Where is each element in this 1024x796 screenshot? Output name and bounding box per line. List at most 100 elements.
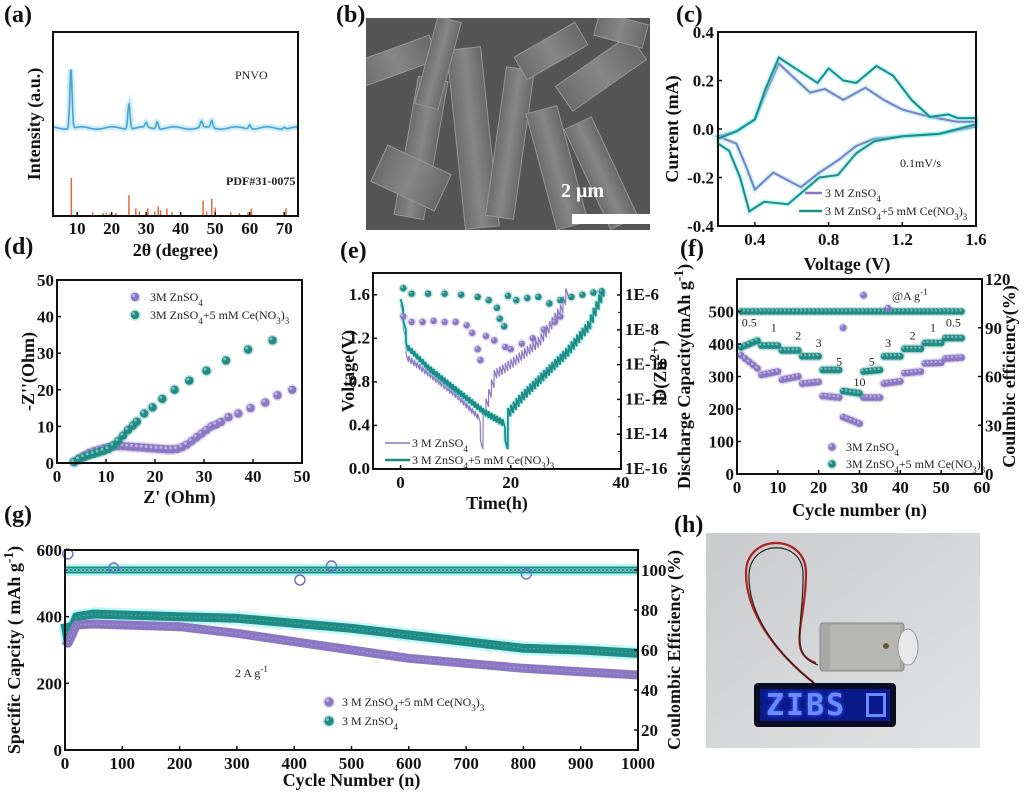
diffusion-point: [507, 346, 514, 353]
legend-label: 3 M ZnSO4: [342, 714, 398, 732]
data-point: [158, 394, 167, 404]
ce-outlier: [294, 574, 306, 586]
x-axis-label: Voltage (V): [804, 254, 891, 275]
chart-gitt: 0 20 40 0.0 0.4 0.8 1.2 1.6 1E-6 1E-8 1E-10 1E-12 1E…: [338, 272, 671, 514]
capacity-point: [937, 359, 945, 367]
diffusion-point: [502, 343, 509, 351]
data-point: [148, 403, 157, 412]
data-point: [221, 356, 231, 365]
ce-point: [958, 308, 965, 315]
x-tick-label: 500: [339, 754, 365, 773]
data-point: [202, 366, 211, 375]
diffusion-point: [557, 313, 564, 320]
rate-label: 0.5: [946, 315, 961, 329]
diffusion-point: [551, 318, 559, 326]
annotation-current: 2 A g-1: [235, 664, 268, 680]
data-point: [185, 376, 194, 385]
rate-label: 2: [795, 328, 801, 342]
y-tick-label: 40: [37, 308, 54, 327]
y-tick-label: -0.2: [687, 169, 714, 188]
y2-tick-label: 30: [985, 416, 1002, 435]
capacity-point: [958, 334, 965, 342]
x-tick-label: 40: [245, 467, 262, 486]
panel-label-d: (d): [4, 234, 34, 260]
y-tick-label: 200: [37, 674, 63, 693]
y2-tick-label: 60: [985, 368, 1002, 387]
panel-label-a: (a): [4, 2, 32, 28]
diffusion-point: [463, 322, 470, 329]
legend-marker: [130, 292, 140, 302]
led-display-text: ZIBS: [766, 688, 847, 723]
rate-label: 10: [854, 375, 866, 389]
y-axis-label: Current (mA): [662, 75, 683, 182]
legend-label: 3M ZnSO4+5 mM Ce(NO3)3: [846, 457, 986, 475]
scale-bar: [572, 214, 650, 224]
x-tick-label: 0: [733, 478, 742, 497]
x-tick-label: 40: [892, 478, 909, 497]
legend-marker: [324, 716, 334, 726]
x-tick-label: 20: [810, 478, 827, 497]
y-tick-label: 0: [54, 741, 63, 760]
x-tick-label: 0: [61, 754, 70, 773]
capacity-point: [896, 377, 904, 385]
x-tick-label: 1000: [621, 754, 655, 773]
y-tick-label: 0.8: [349, 372, 370, 391]
x-tick-label: 800: [511, 754, 537, 773]
capacity-point: [835, 394, 843, 402]
legend-label: 3 M ZnSO4: [825, 186, 881, 204]
y-tick-label: 600: [37, 541, 63, 560]
ce-outlier: [839, 324, 847, 332]
x-tick-label: 10: [69, 219, 86, 238]
diffusion-point: [457, 291, 465, 298]
legend-marker: [130, 310, 140, 320]
diffusion-point: [452, 318, 459, 326]
y-tick-label: 0: [726, 465, 735, 484]
rate-label: 3: [885, 336, 891, 350]
y-axis-label: Specific Capcity ( mAh g-1): [1, 546, 26, 754]
x-tick-label: 400: [281, 754, 307, 773]
diffusion-point: [424, 290, 432, 297]
diffusion-point: [491, 337, 498, 344]
diffusion-point: [579, 291, 586, 298]
diffusion-point: [590, 289, 597, 296]
diffusion-point: [535, 293, 542, 301]
x-tick-label: 600: [396, 754, 422, 773]
capacity-point: [774, 342, 782, 350]
capacity-point: [917, 345, 925, 353]
legend-label: 3 M ZnSO4+5 mM Ce(NO3)3: [825, 204, 968, 222]
chart-eis: 0 10 20 30 40 50 0 10 20 30 40 50 Z' (Ohm) -Z''(Ohm) 3…: [18, 271, 311, 508]
chart-cv: 0.4 0.8 1.2 1.6 -0.4 -0.2 0.0 0.2 0.4 Voltage (V)…: [662, 23, 987, 275]
x-tick-label: 40: [172, 219, 189, 238]
y2-tick-label: 1E-10: [625, 355, 668, 374]
x-tick-label: 300: [224, 754, 250, 773]
rate-label: 3: [816, 336, 822, 350]
x-axis-label: Time(h): [466, 493, 528, 514]
diffusion-point: [485, 297, 492, 304]
x-tick-label: 20: [103, 219, 120, 238]
capacity-point: [754, 337, 761, 345]
legend-label: 3M ZnSO4+5 mM Ce(NO3)3: [150, 308, 290, 326]
y2-tick-label: 20: [641, 721, 658, 740]
x-tick-label: 1.2: [892, 230, 913, 249]
sem-image: 2 μm: [366, 18, 650, 230]
rate-label: 2: [910, 328, 916, 342]
diffusion-point: [441, 290, 448, 297]
legend-marker: [828, 460, 836, 468]
legend-label: 3M ZnSO4: [150, 290, 203, 308]
y-tick-label: 0.4: [693, 23, 715, 42]
ce-outlier: [520, 568, 532, 580]
data-point: [216, 417, 226, 427]
sem-texture: [366, 18, 650, 230]
diffusion-point: [524, 294, 531, 302]
y-axis-label: Intensity (a.u.): [24, 68, 45, 181]
ce-outlier: [108, 562, 120, 574]
legend-label: 3M ZnSO4: [846, 440, 899, 458]
x-tick-label: 20: [147, 467, 164, 486]
capacity-point: [856, 390, 863, 397]
x-tick-label: 10: [98, 467, 115, 486]
x-tick-label: 70: [276, 219, 293, 238]
capacity-point: [815, 378, 823, 386]
annotation-current: @A g-1: [892, 287, 928, 303]
capacity-point: [794, 373, 802, 380]
y-tick-label: 500: [709, 303, 735, 322]
